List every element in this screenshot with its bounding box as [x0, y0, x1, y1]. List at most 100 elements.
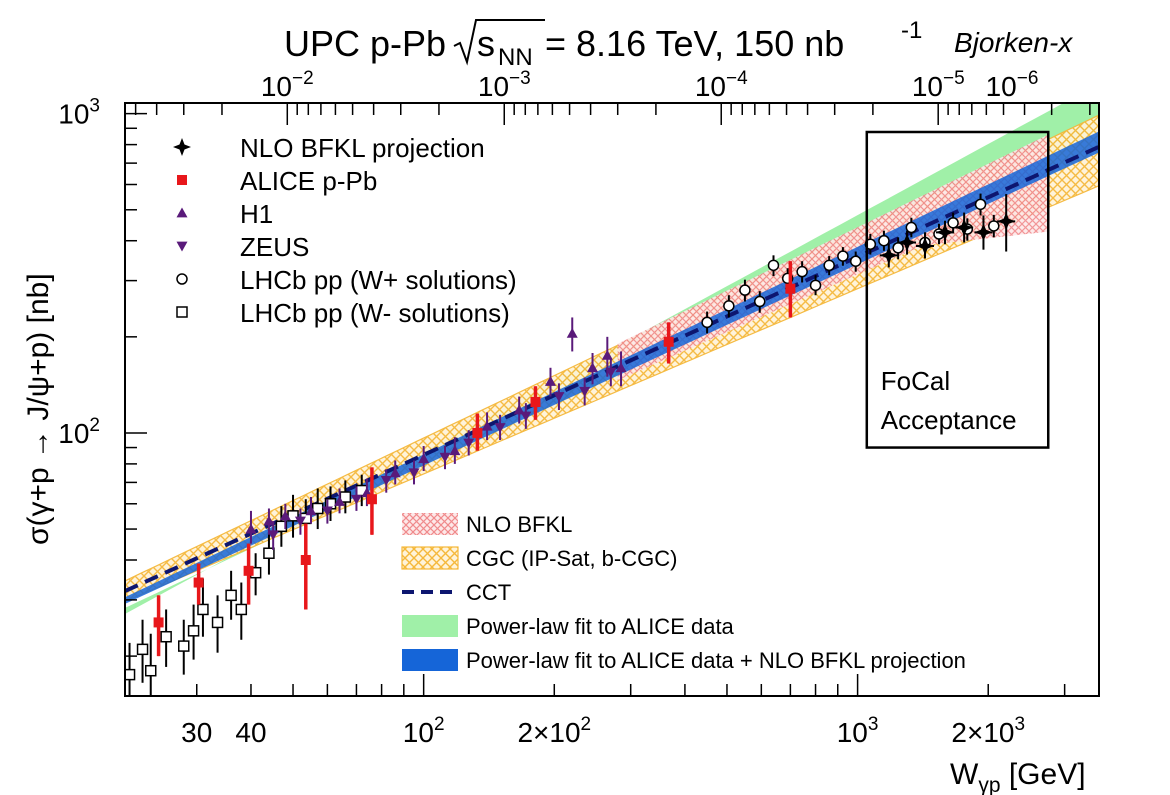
alice-point: [193, 577, 204, 588]
h1-point: [615, 362, 627, 373]
zeus-point: [579, 386, 591, 397]
legend-label: NLO BFKL projection: [240, 133, 485, 163]
lhcb-plus-point: [701, 316, 713, 329]
lhcb-plus-point: [809, 279, 822, 292]
svg-text:s: s: [477, 23, 495, 64]
legend-blue-swatch: [402, 649, 458, 671]
y-axis-title: σ(γ+p → J/ψ+p) [nb]: [22, 273, 55, 545]
h1-point: [389, 467, 401, 478]
x-tick-label: 103: [837, 714, 879, 748]
chart-title: UPC p-Pb s NN = 8.16 TeV, 150 nb -1: [284, 17, 922, 71]
bfkl-projection-point: [898, 233, 916, 252]
h1-point: [544, 375, 556, 386]
h1-point: [449, 445, 461, 456]
zeus-point: [553, 392, 565, 403]
zeus-point: [321, 506, 333, 517]
x-tick-label: 102: [403, 714, 445, 748]
zeus-point: [605, 367, 617, 378]
legend-star-icon: [173, 138, 191, 156]
alice-point: [243, 565, 254, 576]
h1-point: [481, 420, 493, 431]
legend-band-label: CCT: [466, 580, 511, 605]
lhcb-minus-point: [160, 630, 172, 643]
y-tick-label: 103: [58, 96, 100, 130]
bfkl-projection-point: [974, 223, 993, 242]
legend-triangle-down-icon: [176, 241, 188, 252]
lhcb-plus-point: [947, 217, 959, 229]
svg-text:UPC p-Pb: UPC p-Pb: [284, 23, 446, 64]
h1-point: [334, 495, 346, 506]
lhcb-minus-point: [235, 603, 248, 616]
bfkl-projection-point: [916, 237, 934, 255]
legend-bands: NLO BFKL CGC (IP-Sat, b-CGC) CCT Power-law …: [401, 512, 966, 673]
zeus-point: [520, 411, 532, 422]
h1-point: [263, 515, 275, 526]
legend-triangle-up-icon: [176, 207, 188, 218]
focal-label-line1: FoCal: [881, 366, 950, 396]
alice-point: [366, 494, 377, 505]
lhcb-minus-point: [311, 502, 324, 515]
lhcb-minus-point: [225, 589, 237, 602]
lhcb-plus-point: [837, 250, 849, 262]
lhcb-minus-point: [263, 547, 275, 559]
lhcb-plus-point: [754, 295, 766, 308]
lhcb-minus-point: [125, 668, 136, 681]
lhcb-minus-point: [275, 520, 288, 533]
x-tick-label: 2×103: [951, 714, 1025, 748]
legend-label: LHCb pp (W- solutions): [240, 298, 510, 328]
top-tick-label: 10−3: [478, 68, 531, 102]
data-points: [125, 193, 1016, 696]
svg-text:NN: NN: [498, 44, 533, 71]
legend-square-icon: [177, 175, 187, 185]
lhcb-plus-point: [892, 242, 904, 254]
sqrt-symbol: [453, 19, 545, 66]
h1-point: [305, 505, 317, 516]
zeus-point: [439, 452, 451, 463]
legend-green-swatch: [402, 615, 458, 637]
legend-bfkl-swatch: [402, 513, 458, 535]
bfkl-projection-point: [997, 212, 1016, 231]
legend-band-label: NLO BFKL: [466, 512, 572, 537]
zeus-point: [463, 438, 475, 449]
legend-label: H1: [240, 199, 273, 229]
legend-circle-icon: [176, 273, 188, 285]
x-tick-label: 30: [181, 717, 212, 748]
bfkl-projection-point: [955, 218, 974, 237]
lhcb-plus-point: [723, 300, 735, 312]
legend-label: LHCb pp (W+ solutions): [240, 265, 517, 295]
lhcb-plus-point: [767, 259, 780, 272]
x-tick-label: 40: [235, 717, 266, 748]
x-axis-title: Wγp [GeV]: [950, 758, 1086, 795]
legend-cgc-swatch: [401, 546, 459, 570]
zeus-point: [380, 476, 392, 486]
top-tick-label: 10−2: [261, 68, 314, 102]
lhcb-plus-point: [974, 198, 987, 211]
x-tick-label: 2×102: [517, 714, 591, 748]
legend-band-label: Power-law fit to ALICE data: [466, 614, 735, 639]
svg-text:= 8.16 TeV, 150 nb: = 8.16 TeV, 150 nb: [545, 23, 844, 64]
bfkl-projection-point: [879, 246, 898, 265]
zeus-point: [350, 494, 362, 505]
h1-point: [566, 327, 578, 338]
svg-text:-1: -1: [901, 17, 922, 44]
legend-label: ZEUS: [240, 232, 309, 262]
lhcb-minus-point: [178, 640, 190, 652]
lhcb-plus-point: [823, 259, 835, 272]
top-tick-label: 10−4: [695, 68, 748, 102]
zeus-point: [294, 516, 306, 527]
bfkl-projection-point: [936, 223, 954, 242]
lhcb-minus-point: [144, 664, 157, 677]
zeus-point: [494, 423, 506, 434]
h1-point: [587, 362, 599, 373]
alice-point: [472, 427, 483, 438]
zeus-point: [267, 530, 279, 541]
zeus-point: [408, 468, 420, 479]
legend-band-label: CGC (IP-Sat, b-CGC): [466, 546, 677, 571]
focal-label-line2: Acceptance: [881, 405, 1017, 435]
alice-point: [785, 283, 796, 294]
lhcb-plus-point: [849, 255, 862, 267]
legend-label: ALICE p-Pb: [240, 166, 377, 196]
legend-open-square-icon: [176, 306, 188, 318]
lhcb-plus-point: [878, 234, 890, 247]
